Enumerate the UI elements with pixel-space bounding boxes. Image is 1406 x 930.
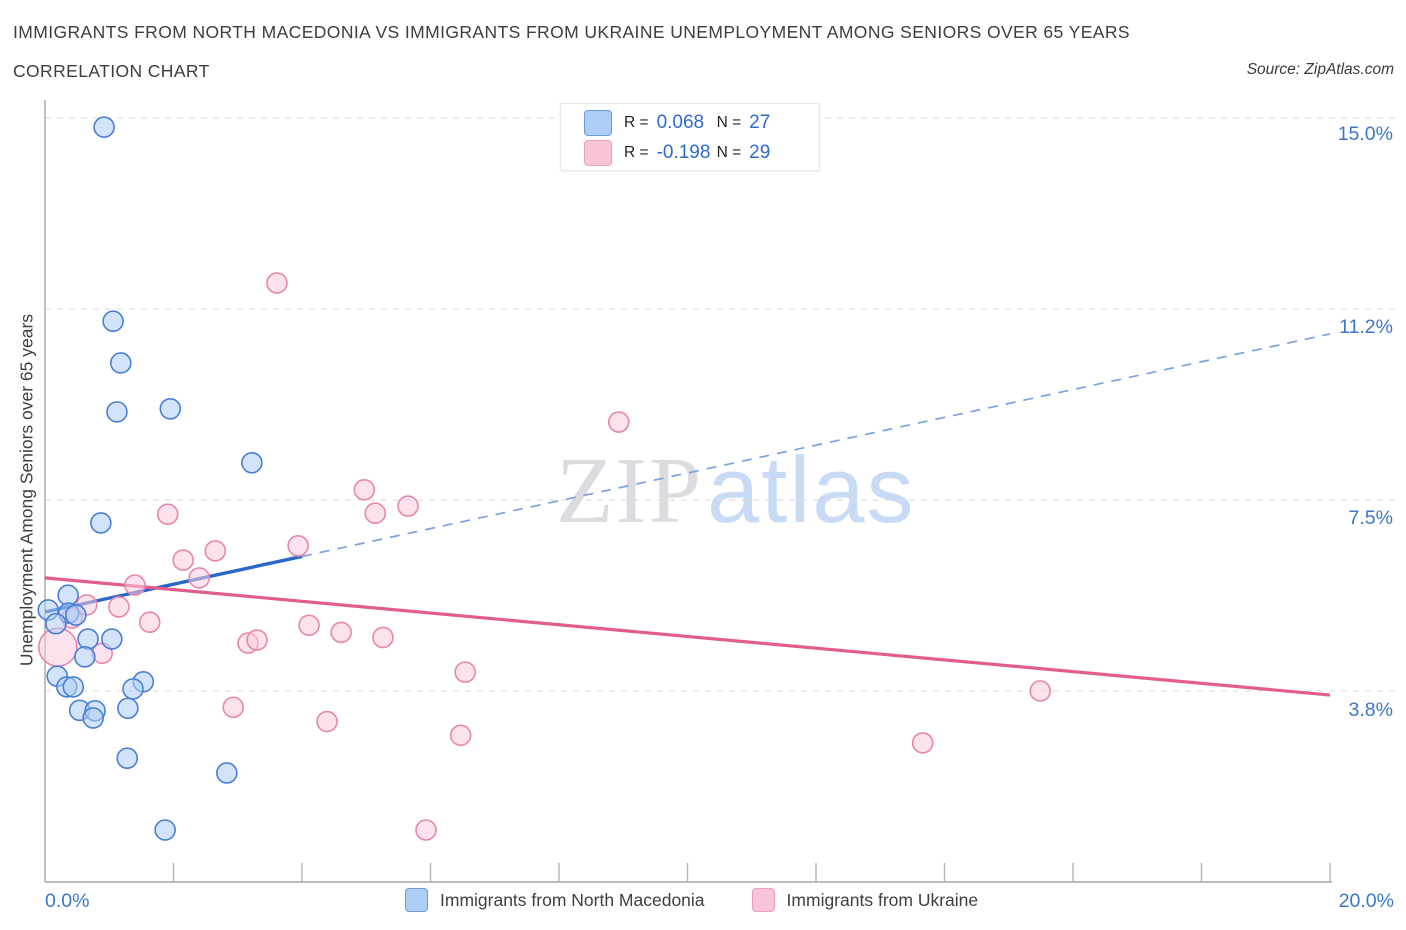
scatter-point-north_macedonia [216, 762, 238, 784]
north-macedonia-legend-label: Immigrants from North Macedonia [440, 889, 705, 910]
n-label: N = [716, 114, 742, 131]
scatter-point-ukraine [397, 495, 419, 517]
source-attribution: Source: ZipAtlas.com [1246, 61, 1394, 78]
scatter-point-ukraine [156, 503, 179, 526]
scatter-point-ukraine [330, 621, 352, 644]
scatter-point-north_macedonia [74, 646, 96, 668]
scatter-point-ukraine [415, 819, 437, 841]
scatter-point-north_macedonia [82, 707, 104, 729]
scatter-point-ukraine [364, 502, 387, 525]
scatter-point-ukraine [204, 540, 227, 562]
scatter-point-north_macedonia [101, 628, 123, 650]
r-value: -0.198 [656, 142, 711, 163]
r-value: 0.068 [656, 112, 705, 133]
x-axis-min-label: 0.0% [45, 890, 90, 912]
scatter-point-ukraine [298, 614, 320, 637]
ukraine-legend-swatch [751, 888, 775, 912]
scatter-point-north_macedonia [159, 398, 182, 420]
scatter-point-north_macedonia [117, 697, 139, 720]
scatter-point-north_macedonia [106, 401, 128, 423]
trend-line-ukraine [44, 576, 1331, 697]
scatter-point-ukraine [287, 535, 309, 557]
trend-line-dashed-north_macedonia [301, 333, 1331, 558]
north-macedonia-legend-swatch [405, 888, 428, 912]
scatter-point-north_macedonia [110, 352, 132, 374]
scatter-point-north_macedonia [102, 310, 124, 333]
r-label: R = [624, 144, 649, 161]
scatter-point-ukraine [172, 549, 194, 571]
r-label: R = [624, 114, 649, 131]
scatter-point-north_macedonia [45, 612, 67, 635]
scatter-point-ukraine [124, 574, 146, 596]
zipatlas-watermark: ZIPatlas [556, 443, 916, 539]
scatter-point-north_macedonia [57, 584, 79, 607]
scatter-point-ukraine [138, 611, 161, 634]
n-value: 27 [749, 112, 771, 133]
correlation-stats-box: R = 0.068 N = 27 R = -0.198 N = 29 [560, 103, 820, 171]
scatter-point-north_macedonia [122, 678, 144, 700]
page-title: IMMIGRANTS FROM NORTH MACEDONIA VS IMMIG… [13, 22, 1130, 42]
stats-row-ukraine: R = -0.198 N = 29 [561, 139, 819, 167]
scatter-point-north_macedonia [65, 604, 87, 626]
y-tick-label-11-2: 11.2% [1339, 316, 1393, 338]
scatter-point-ukraine [607, 411, 630, 433]
stats-row-north-macedonia: R = 0.068 N = 27 [561, 109, 819, 137]
x-axis-max-label: 20.0% [1338, 890, 1394, 912]
scatter-point-north_macedonia [62, 676, 85, 698]
scatter-point-north_macedonia [241, 451, 263, 474]
y-axis-title: Unemployment Among Seniors over 65 years [16, 313, 37, 667]
scatter-point-north_macedonia [93, 116, 115, 138]
scatter-point-north_macedonia [116, 747, 139, 769]
watermark-zip: ZIP [556, 439, 703, 543]
scatter-point-ukraine [449, 724, 472, 747]
scatter-point-north_macedonia [154, 819, 176, 841]
scatter-point-north_macedonia [77, 628, 99, 650]
scatter-point-ukraine [108, 596, 130, 618]
scatter-point-ukraine [222, 696, 245, 719]
scatter-point-north_macedonia [90, 512, 112, 534]
scatter-point-ukraine [316, 710, 338, 733]
scatter-point-ukraine [1029, 680, 1052, 702]
scatter-point-ukraine [246, 629, 268, 651]
y-tick-label-15: 15.0% [1337, 123, 1393, 145]
y-tick-label-3-8: 3.8% [1348, 699, 1393, 721]
series-legend: Immigrants from North Macedonia Immigran… [405, 888, 978, 912]
scatter-point-ukraine [266, 272, 288, 294]
y-tick-label-7-5: 7.5% [1348, 507, 1393, 529]
watermark-atlas: atlas [707, 437, 916, 542]
n-value: 29 [749, 142, 771, 163]
scatter-point-ukraine [372, 626, 394, 649]
scatter-point-ukraine [911, 732, 934, 754]
ukraine-legend-label: Immigrants from Ukraine [786, 889, 979, 910]
ukraine-swatch [584, 140, 612, 166]
scatter-point-ukraine [353, 478, 376, 501]
north-macedonia-swatch [584, 110, 612, 136]
n-label: N = [716, 144, 742, 161]
scatter-point-ukraine [454, 661, 476, 683]
scatter-point-ukraine [188, 567, 210, 589]
page-subtitle: CORRELATION CHART [13, 61, 210, 81]
